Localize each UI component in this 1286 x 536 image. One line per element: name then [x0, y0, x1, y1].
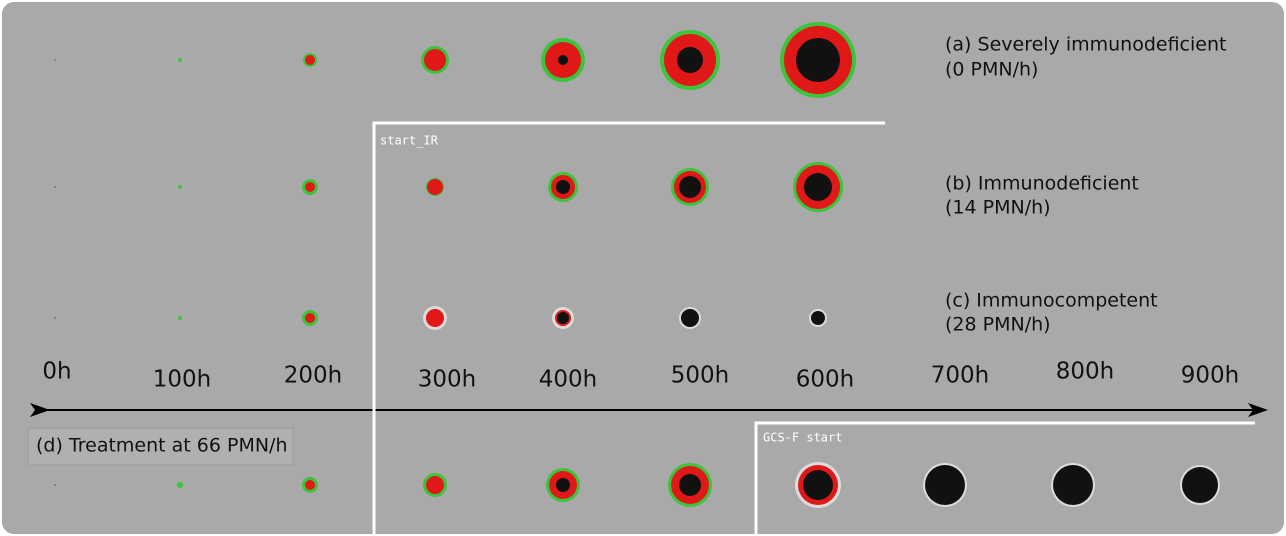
colony-necrotic	[803, 470, 833, 500]
time-label: 500h	[671, 363, 729, 389]
colony-ring	[178, 58, 182, 62]
time-label: 200h	[284, 363, 342, 389]
time-label: 0h	[42, 359, 71, 385]
row-label: (a) Severely immunodeficient	[945, 34, 1226, 56]
time-label: 800h	[1056, 359, 1114, 385]
row-label: (d) Treatment at 66 PMN/h	[36, 435, 288, 457]
time-label: 100h	[153, 367, 211, 393]
time-label: 300h	[418, 367, 476, 393]
colony-necrotic	[557, 312, 569, 324]
colony-infected	[427, 179, 443, 195]
colony-necrotic	[679, 176, 701, 198]
arrow-head	[1248, 403, 1268, 417]
time-label: 600h	[796, 367, 854, 393]
colony-necrotic	[556, 180, 570, 194]
colony-ring	[54, 484, 56, 486]
row-label: (b) Immunodeficient	[945, 173, 1139, 195]
colony-necrotic	[556, 478, 570, 492]
colony-ring	[178, 185, 182, 189]
colony-infected	[305, 313, 315, 323]
start-ir-line	[372, 121, 885, 536]
row-label: (c) Immunocompetent	[945, 290, 1158, 312]
colony-necrotic	[1053, 465, 1093, 505]
annotation: GCS-F start	[763, 431, 842, 445]
row-sublabel: (14 PMN/h)	[945, 197, 1051, 219]
colony-necrotic	[811, 311, 825, 325]
colony-necrotic	[558, 55, 568, 65]
colony-ring	[177, 482, 183, 488]
gcsf-line	[754, 421, 1255, 536]
colony-ring	[54, 59, 56, 61]
colony-ring	[178, 316, 182, 320]
colony-infected	[305, 55, 315, 65]
colony-necrotic	[679, 474, 701, 496]
colony-necrotic	[677, 47, 703, 73]
label-box	[27, 427, 294, 466]
colony-infected	[305, 182, 315, 192]
colony-infected	[424, 49, 446, 71]
row-sublabel: (0 PMN/h)	[945, 59, 1038, 81]
colony-necrotic	[796, 38, 840, 82]
colony-necrotic	[1182, 467, 1218, 503]
colony-ring	[54, 317, 56, 319]
time-label: 900h	[1181, 363, 1239, 389]
colony-infected	[426, 476, 444, 494]
row-sublabel: (28 PMN/h)	[945, 314, 1051, 336]
time-label: 700h	[931, 363, 989, 389]
colony-infected	[426, 309, 444, 327]
colony-necrotic	[681, 309, 699, 327]
annotation: start_IR	[380, 134, 439, 148]
colony-necrotic	[804, 173, 832, 201]
time-label: 400h	[539, 367, 597, 393]
arrow-tail	[30, 403, 50, 417]
colony-infected	[305, 480, 315, 490]
colony-ring	[54, 186, 56, 188]
colony-necrotic	[925, 465, 965, 505]
